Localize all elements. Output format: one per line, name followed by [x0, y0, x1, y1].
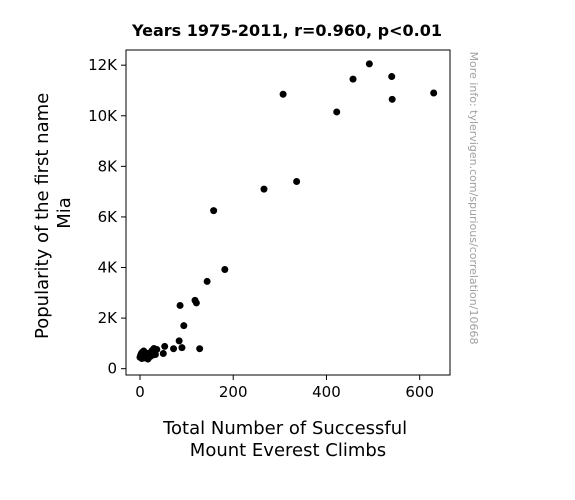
data-point — [260, 185, 268, 193]
data-point — [153, 345, 161, 353]
data-points — [136, 60, 438, 363]
y-tick-label: 2K — [98, 309, 119, 327]
data-point — [388, 95, 396, 103]
x-axis-label: Total Number of Successful Mount Everest… — [162, 418, 413, 461]
y-tick-label: 10K — [88, 107, 118, 125]
x-tick-label: 0 — [135, 383, 145, 401]
data-point — [176, 301, 184, 309]
data-point — [175, 337, 183, 345]
chart-title: Years 1975-2011, r=0.960, p<0.01 — [131, 21, 442, 40]
data-point — [161, 342, 169, 350]
data-point — [159, 350, 167, 357]
watermark-text: More info: tylervigen.com/spurious/corre… — [467, 52, 480, 345]
data-point — [203, 277, 211, 285]
data-point — [180, 322, 188, 330]
y-tick-label: 8K — [98, 157, 119, 175]
y-tick-label: 6K — [98, 208, 119, 226]
data-point — [196, 345, 204, 353]
x-tick-label: 600 — [405, 383, 434, 401]
data-point — [333, 108, 341, 116]
data-point — [210, 207, 218, 215]
y-axis-label-line-2: Mia — [54, 197, 75, 229]
x-tick-label: 400 — [312, 383, 341, 401]
data-point — [293, 178, 301, 186]
y-tick-label: 0 — [107, 360, 117, 378]
y-axis-ticks: 0 2K 4K 6K 8K 10K 12K — [88, 56, 126, 378]
data-point — [192, 299, 200, 307]
data-point — [279, 90, 287, 98]
y-axis-label: Popularity of the first name Mia — [32, 87, 75, 339]
data-point — [388, 73, 396, 81]
data-point — [349, 75, 357, 83]
data-point — [430, 89, 438, 97]
x-axis-label-line-1: Total Number of Successful — [162, 418, 407, 439]
plot-frame — [125, 49, 451, 376]
data-point — [178, 344, 186, 352]
x-tick-label: 200 — [219, 383, 248, 401]
y-tick-label: 4K — [98, 259, 119, 277]
data-point — [170, 345, 178, 353]
data-point — [365, 60, 373, 68]
x-axis-label-line-2: Mount Everest Climbs — [190, 440, 386, 461]
x-axis-ticks: 0 200 400 600 — [135, 375, 434, 401]
y-tick-label: 12K — [88, 56, 118, 74]
y-axis-label-line-1: Popularity of the first name — [32, 93, 53, 339]
data-point — [221, 266, 229, 274]
